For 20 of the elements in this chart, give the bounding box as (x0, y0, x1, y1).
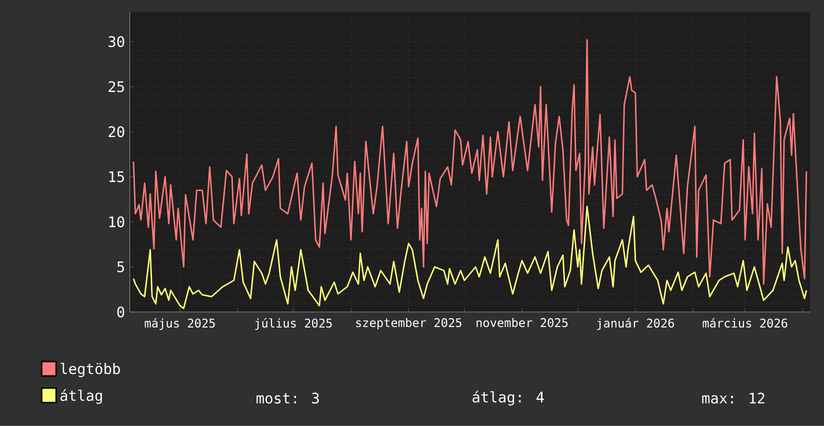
y-tick-label: 30 (108, 36, 124, 48)
line-series (132, 39, 808, 285)
x-tick-label: július 2025 (255, 318, 332, 330)
x-tick-label: március 2026 (702, 318, 788, 328)
x-tick-label: november 2025 (476, 318, 568, 328)
text: most: 3 (256, 392, 319, 404)
text: átlag: 4 (472, 390, 544, 406)
y-tick-label: 15 (109, 171, 124, 182)
legend-label: átlag (60, 389, 102, 404)
y-tick-label: 0 (117, 306, 124, 318)
y-tick-label: 5 (117, 262, 124, 272)
y-tick-label: 25 (108, 81, 124, 92)
x-tick-label: január 2026 (597, 318, 674, 330)
y-tick-label: 10 (109, 216, 124, 228)
line-series (132, 206, 808, 310)
x-tick-label: május 2025 (144, 318, 215, 330)
x-tick-label: szeptember 2025 (356, 318, 462, 330)
text: max: 12 (702, 392, 764, 404)
y-tick-label: 20 (108, 126, 124, 138)
legend-label: legtöbb (60, 362, 120, 378)
